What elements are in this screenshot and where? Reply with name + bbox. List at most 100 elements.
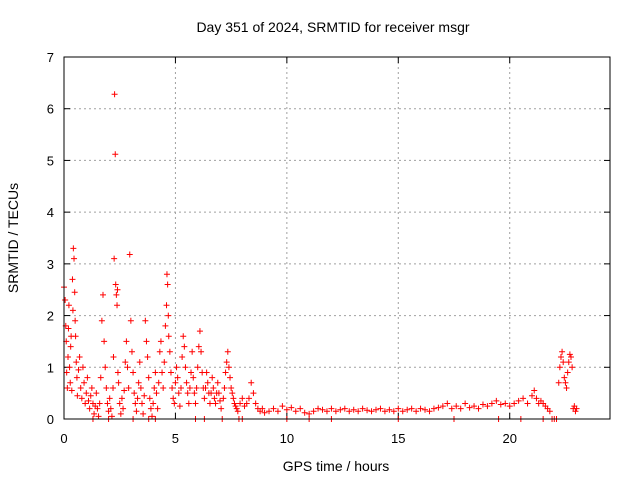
data-point <box>319 406 326 413</box>
data-point <box>283 406 290 413</box>
x-tick-label: 10 <box>280 431 294 446</box>
data-point <box>162 322 169 329</box>
data-point <box>72 317 79 324</box>
data-point <box>65 325 72 332</box>
data-point <box>368 408 375 415</box>
data-point <box>502 400 509 407</box>
data-point <box>557 353 564 360</box>
data-point <box>83 390 90 397</box>
data-point <box>95 413 102 420</box>
data-point <box>560 359 567 366</box>
data-point <box>154 405 161 412</box>
data-point <box>180 333 187 340</box>
data-point <box>292 408 299 415</box>
data-point <box>116 400 123 407</box>
data-point <box>524 400 531 407</box>
data-point <box>143 338 150 345</box>
data-point <box>113 291 120 298</box>
data-point <box>70 245 77 252</box>
data-point <box>261 409 268 416</box>
data-point <box>135 379 142 386</box>
data-point <box>102 364 109 371</box>
data-point <box>72 333 79 340</box>
data-point <box>133 408 140 415</box>
data-point <box>341 405 348 412</box>
data-point <box>381 408 388 415</box>
data-point <box>288 404 295 411</box>
data-point <box>245 395 252 402</box>
data-point <box>203 369 210 376</box>
data-point <box>100 291 106 298</box>
data-point <box>142 317 149 324</box>
data-point <box>145 374 152 381</box>
data-point <box>417 405 424 412</box>
data-point <box>215 390 222 397</box>
data-point <box>171 400 178 407</box>
data-point <box>488 400 495 407</box>
data-point <box>167 369 174 376</box>
data-point <box>69 307 76 314</box>
data-point <box>157 338 164 345</box>
y-tick-label: 4 <box>47 205 54 220</box>
data-point <box>103 384 110 391</box>
data-point <box>520 395 527 402</box>
data-point <box>134 395 141 402</box>
data-point <box>126 251 133 258</box>
data-point <box>132 400 139 407</box>
data-point <box>166 348 173 355</box>
data-point <box>156 348 163 355</box>
data-point <box>184 390 191 397</box>
data-point <box>73 359 80 366</box>
data-point <box>104 400 111 407</box>
data-point <box>444 400 451 407</box>
data-point <box>355 408 362 415</box>
data-point <box>190 374 197 381</box>
data-point <box>202 384 209 391</box>
data-point <box>332 408 339 415</box>
x-tick-label: 0 <box>60 431 67 446</box>
data-point <box>67 379 74 386</box>
data-point <box>165 333 172 340</box>
data-point <box>479 401 486 408</box>
data-point <box>112 281 119 288</box>
axis-ticks: 0 5 10 15 20 0 1 2 3 4 5 6 7 <box>47 50 610 446</box>
data-point <box>266 408 273 415</box>
data-point <box>350 406 357 413</box>
data-point <box>110 384 117 391</box>
data-point <box>233 405 240 412</box>
data-point <box>77 384 84 391</box>
data-point <box>315 405 322 412</box>
data-point <box>232 403 239 410</box>
data-point <box>529 392 535 399</box>
data-point <box>223 359 230 366</box>
data-point <box>206 400 213 407</box>
data-point <box>86 405 93 412</box>
data-point <box>62 297 69 304</box>
data-point <box>408 405 415 412</box>
y-tick-label: 5 <box>47 153 54 168</box>
data-point <box>194 364 201 371</box>
data-point <box>185 400 192 407</box>
data-point <box>462 400 469 407</box>
x-tick-label: 15 <box>391 431 405 446</box>
data-point <box>87 392 94 399</box>
data-point <box>457 405 464 412</box>
data-point <box>94 405 101 412</box>
data-point <box>112 151 119 158</box>
data-point <box>69 276 76 283</box>
data-point <box>68 387 75 394</box>
data-point <box>150 400 157 407</box>
data-point <box>140 410 147 417</box>
data-point <box>237 400 244 407</box>
data-point <box>153 390 160 397</box>
data-point <box>64 384 71 391</box>
data-point <box>214 379 221 386</box>
data-point <box>147 405 154 412</box>
data-point <box>301 409 308 416</box>
data-point <box>404 406 411 413</box>
data-point <box>125 384 132 391</box>
data-point <box>224 348 231 355</box>
data-point <box>297 405 304 412</box>
data-point <box>130 369 137 376</box>
plot-frame <box>63 56 611 420</box>
